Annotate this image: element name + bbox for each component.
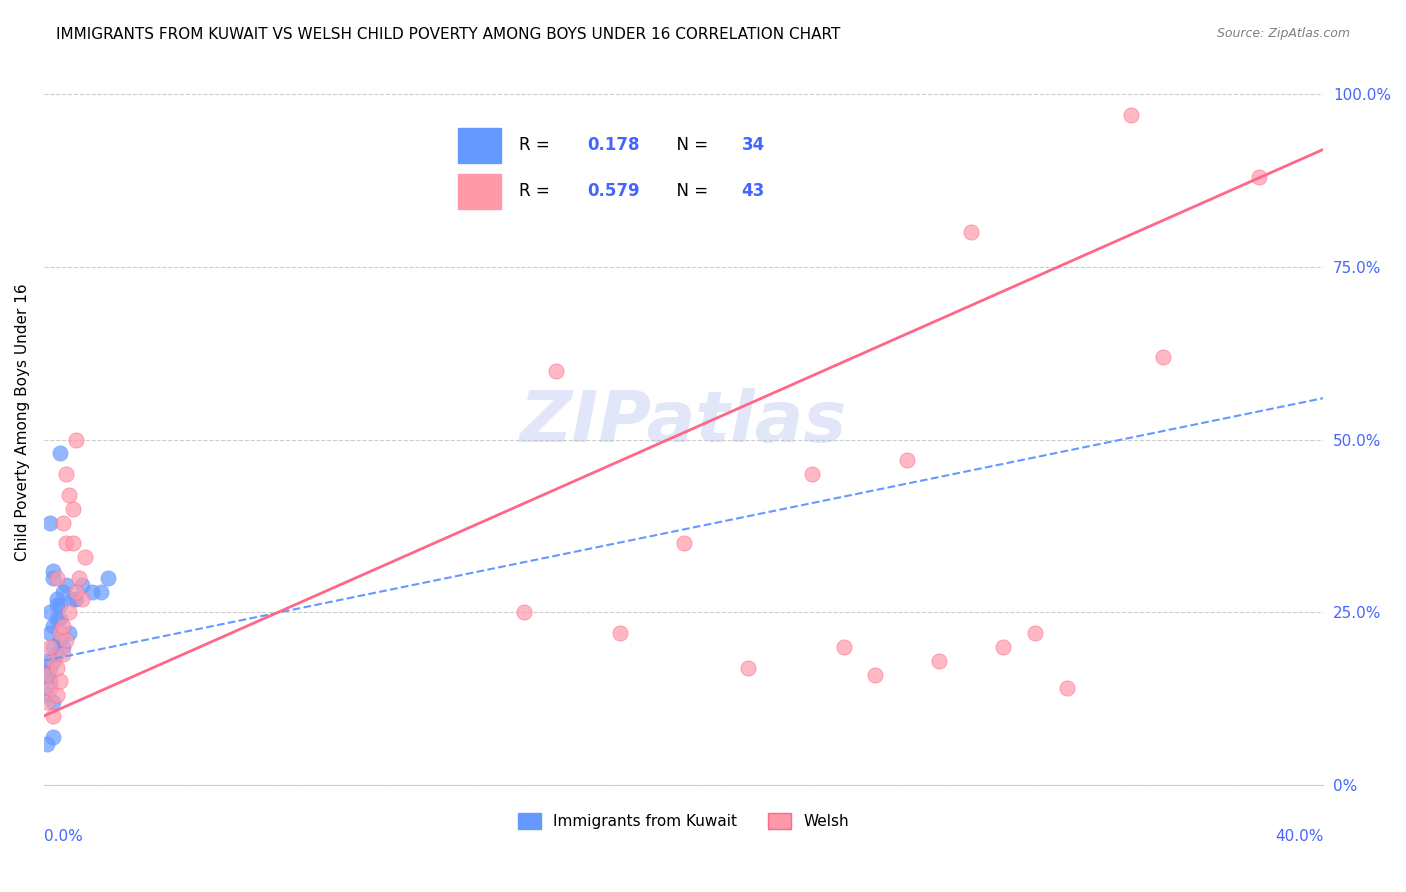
Point (993, 640, 1015, 654)
Point (55, 578, 77, 592)
Point (62, 501, 84, 516)
Point (609, 626, 631, 640)
Point (67, 571, 90, 585)
Point (90, 584, 112, 599)
Point (672, 536, 695, 550)
Point (58, 626, 80, 640)
Point (35, 737, 58, 751)
Point (35, 667, 58, 681)
Point (42, 709, 65, 723)
Point (35, 667, 58, 681)
Point (49, 632, 72, 647)
Point (832, 640, 855, 654)
Point (42, 730, 65, 744)
Point (49, 446, 72, 460)
Point (800, 467, 823, 482)
Point (42, 564, 65, 578)
Point (39, 660, 62, 674)
Point (35, 654, 58, 668)
Point (865, 667, 887, 681)
Point (55, 467, 77, 482)
Point (1024, 626, 1046, 640)
Point (1121, 108, 1143, 122)
Point (58, 606, 80, 620)
Point (65, 584, 87, 599)
Point (45, 571, 67, 585)
Point (39, 516, 62, 530)
Point (39, 640, 62, 654)
Point (45, 591, 67, 606)
Point (58, 488, 80, 502)
Point (72, 591, 94, 606)
Point (45, 647, 67, 661)
Point (52, 647, 75, 661)
Point (1056, 681, 1078, 696)
Point (39, 681, 62, 696)
Legend: Immigrants from Kuwait, Welsh: Immigrants from Kuwait, Welsh (512, 807, 855, 836)
Point (52, 584, 75, 599)
Point (65, 433, 87, 447)
Point (45, 660, 67, 674)
Point (72, 578, 94, 592)
Point (52, 640, 75, 654)
Point (960, 225, 983, 239)
Point (42, 695, 65, 709)
Point (45, 612, 67, 626)
Point (65, 591, 87, 606)
Point (39, 626, 62, 640)
Point (49, 626, 72, 640)
Point (45, 599, 67, 613)
Point (35, 688, 58, 702)
Text: IMMIGRANTS FROM KUWAIT VS WELSH CHILD POVERTY AMONG BOYS UNDER 16 CORRELATION CH: IMMIGRANTS FROM KUWAIT VS WELSH CHILD PO… (56, 27, 841, 42)
Point (45, 688, 67, 702)
Point (62, 536, 84, 550)
Text: 0.0%: 0.0% (44, 829, 83, 844)
Point (737, 660, 759, 674)
Point (75, 550, 97, 565)
Y-axis label: Child Poverty Among Boys Under 16: Child Poverty Among Boys Under 16 (15, 284, 30, 561)
Point (42, 619, 65, 633)
Point (49, 674, 72, 689)
Point (97, 571, 120, 585)
Point (35, 695, 58, 709)
Point (55, 632, 77, 647)
Point (1249, 170, 1271, 185)
Point (42, 654, 65, 668)
Text: ZIPatlas: ZIPatlas (520, 388, 848, 457)
Point (544, 363, 567, 377)
Point (512, 606, 534, 620)
Point (39, 606, 62, 620)
Text: 40.0%: 40.0% (1275, 829, 1323, 844)
Point (42, 640, 65, 654)
Point (62, 591, 84, 606)
Point (52, 619, 75, 633)
Point (42, 654, 65, 668)
Point (1152, 350, 1174, 364)
Point (42, 571, 65, 585)
Point (896, 453, 918, 467)
Point (49, 612, 72, 626)
Point (55, 536, 77, 550)
Point (49, 599, 72, 613)
Text: Source: ZipAtlas.com: Source: ZipAtlas.com (1216, 27, 1350, 40)
Point (80, 584, 103, 599)
Point (39, 674, 62, 689)
Point (52, 516, 75, 530)
Point (928, 654, 950, 668)
